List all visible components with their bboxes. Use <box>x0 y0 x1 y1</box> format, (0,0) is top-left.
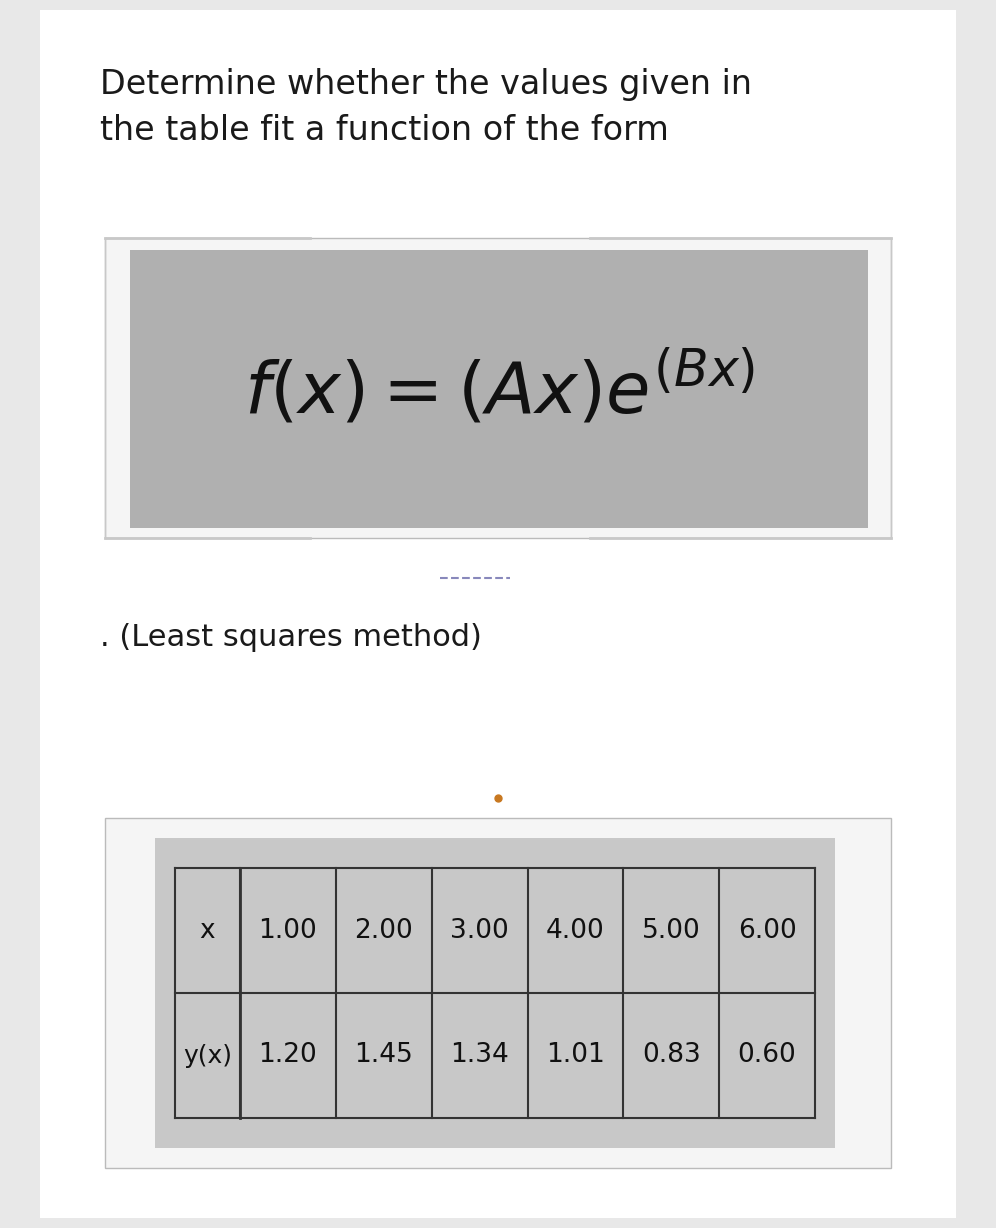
FancyBboxPatch shape <box>40 10 956 1218</box>
Text: y(x): y(x) <box>183 1044 232 1067</box>
Text: . (Least squares method): . (Least squares method) <box>100 624 482 652</box>
Text: x: x <box>199 917 215 943</box>
Text: 6.00: 6.00 <box>738 917 797 943</box>
Text: 3.00: 3.00 <box>450 917 509 943</box>
Text: Determine whether the values given in
the table fit a function of the form: Determine whether the values given in th… <box>100 68 752 147</box>
Text: $f(x) = (Ax)e^{(Bx)}$: $f(x) = (Ax)e^{(Bx)}$ <box>244 348 756 429</box>
Text: 4.00: 4.00 <box>546 917 605 943</box>
FancyBboxPatch shape <box>155 837 835 1148</box>
FancyBboxPatch shape <box>130 251 868 528</box>
Text: 1.45: 1.45 <box>355 1043 413 1068</box>
Text: 1.20: 1.20 <box>259 1043 318 1068</box>
Text: 5.00: 5.00 <box>641 917 700 943</box>
FancyBboxPatch shape <box>105 818 891 1168</box>
Text: 1.34: 1.34 <box>450 1043 509 1068</box>
Text: 1.00: 1.00 <box>259 917 318 943</box>
Text: 2.00: 2.00 <box>355 917 413 943</box>
Text: 0.83: 0.83 <box>641 1043 700 1068</box>
FancyBboxPatch shape <box>105 238 891 538</box>
Text: 1.01: 1.01 <box>546 1043 605 1068</box>
Text: 0.60: 0.60 <box>738 1043 797 1068</box>
